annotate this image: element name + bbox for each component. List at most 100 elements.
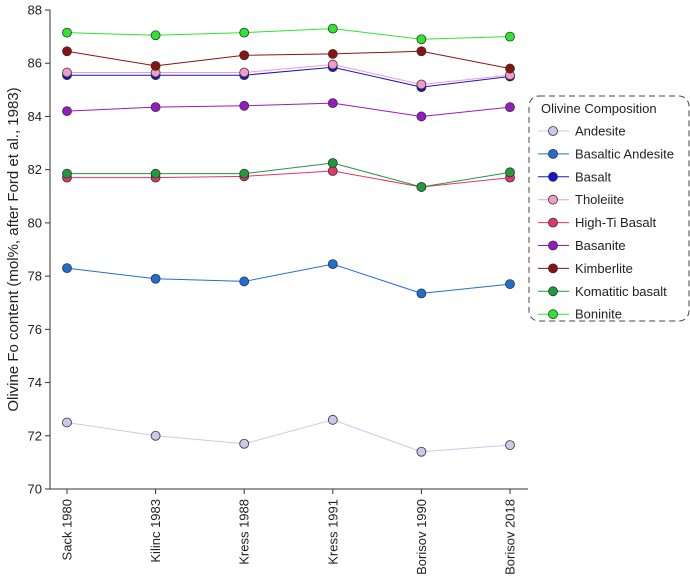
data-point <box>150 168 161 179</box>
data-point <box>505 102 515 113</box>
series-andesite <box>62 414 515 457</box>
data-point <box>416 446 427 457</box>
y-tick-label: 88 <box>28 3 42 18</box>
legend-item: Boninite <box>538 307 622 322</box>
data-point <box>239 168 250 179</box>
x-tick-label: Borisov 2018 <box>503 499 518 575</box>
legend: Olivine Composition Andesite Basaltic And… <box>528 95 690 322</box>
data-point <box>505 63 515 74</box>
series-komatitic-basalt <box>62 158 515 192</box>
legend-label: Kimberlite <box>575 261 633 276</box>
legend-item: Andesite <box>538 124 626 139</box>
data-point <box>416 288 427 299</box>
series-layer <box>62 23 515 457</box>
data-point <box>505 440 515 450</box>
data-point <box>505 31 515 42</box>
y-axis-label: Olivine Fo content (mol%, after Ford et … <box>5 87 22 411</box>
legend-marker <box>548 309 558 320</box>
series-basaltic-andesite <box>62 259 515 299</box>
data-point <box>150 273 161 284</box>
data-point <box>327 98 338 109</box>
legend-item: Komatitic basalt <box>538 284 667 299</box>
series-line <box>67 64 511 86</box>
series-basalt <box>62 62 515 93</box>
y-tick-label: 70 <box>28 482 42 497</box>
series-basanite <box>62 98 515 122</box>
data-point <box>239 276 250 287</box>
data-point <box>62 46 72 57</box>
series-line <box>66 50 511 70</box>
data-point <box>239 100 250 111</box>
y-tick-label: 80 <box>28 215 42 230</box>
legend-marker <box>548 217 558 228</box>
data-point <box>150 430 161 441</box>
x-ticks: Sack 1980 Kilinc 1983 Kress 1988 Kress 1991… <box>60 489 518 575</box>
data-point <box>150 30 161 41</box>
y-ticks: 70 72 74 76 78 80 82 84 86 88 <box>28 3 50 497</box>
series-boninite <box>62 23 515 45</box>
data-point <box>327 23 338 34</box>
data-point <box>416 182 427 192</box>
data-point <box>327 259 338 270</box>
data-point <box>416 34 427 45</box>
legend-marker <box>548 194 558 205</box>
data-point <box>327 49 338 59</box>
series-line <box>66 102 511 117</box>
legend-marker <box>548 126 558 136</box>
data-point <box>150 60 161 71</box>
series-line <box>66 28 511 40</box>
data-point <box>239 438 250 449</box>
data-point <box>62 106 72 117</box>
y-tick-label: 78 <box>28 269 42 284</box>
legend-label: Boninite <box>575 307 622 322</box>
data-point <box>239 50 250 61</box>
data-point <box>327 414 338 425</box>
legend-marker <box>548 240 558 251</box>
y-tick-label: 82 <box>28 162 42 177</box>
x-tick-label: Kilinc 1983 <box>148 499 163 563</box>
series-high-ti-basalt <box>62 166 515 192</box>
series-tholeiite <box>62 59 515 90</box>
legend-label: Andesite <box>575 124 626 139</box>
legend-marker <box>548 148 558 159</box>
y-tick-label: 84 <box>28 109 42 124</box>
legend-item: Basanite <box>538 238 626 253</box>
legend-item: Kimberlite <box>538 261 633 276</box>
legend-item: High-Ti Basalt <box>538 215 657 230</box>
data-point <box>239 67 250 78</box>
series-line <box>66 419 511 453</box>
legend-item: Basaltic Andesite <box>538 146 674 161</box>
legend-label: High-Ti Basalt <box>575 215 657 230</box>
legend-marker <box>548 286 558 297</box>
data-point <box>239 27 250 38</box>
legend-box <box>528 95 690 322</box>
data-point <box>62 263 72 274</box>
legend-label: Basanite <box>575 238 626 253</box>
series-kimberlite <box>62 46 515 74</box>
legend-label: Komatitic basalt <box>575 284 667 299</box>
data-point <box>327 59 338 70</box>
legend-item: Tholeiite <box>538 192 624 207</box>
data-point <box>62 417 72 428</box>
x-tick-label: Kress 1988 <box>237 499 252 565</box>
data-point <box>327 158 338 168</box>
data-point <box>505 167 515 178</box>
data-point <box>505 279 515 289</box>
legend-marker <box>548 263 558 274</box>
data-point <box>416 111 427 122</box>
data-point <box>150 102 161 113</box>
legend-label: Basaltic Andesite <box>575 146 674 161</box>
legend-marker <box>548 171 558 182</box>
y-tick-label: 86 <box>28 56 42 71</box>
y-tick-label: 76 <box>28 322 42 337</box>
series-line <box>67 66 511 88</box>
series-line <box>66 263 511 294</box>
series-line <box>67 162 511 188</box>
legend-title: Olivine Composition <box>541 101 657 116</box>
legend-item: Basalt <box>538 169 612 184</box>
legend-label: Basalt <box>575 169 612 184</box>
series-line <box>67 170 511 188</box>
axes: 70 72 74 76 78 80 82 84 86 88 Sack 1980 Kilinc 198… <box>28 3 528 575</box>
x-tick-label: Borisov 1990 <box>414 499 429 575</box>
